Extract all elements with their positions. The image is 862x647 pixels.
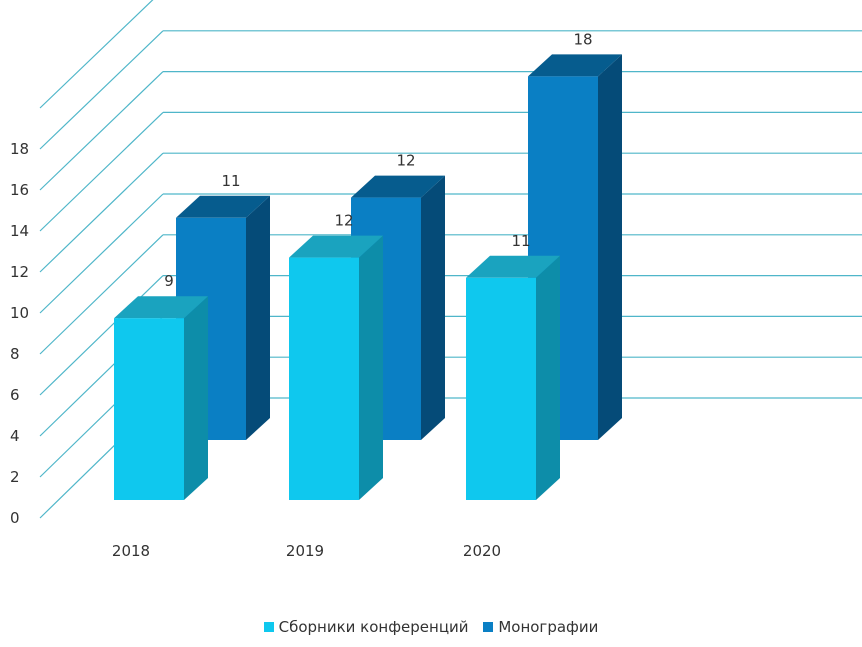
y-tick-label: 18 (10, 140, 29, 158)
y-tick-label: 14 (10, 222, 29, 240)
bar-front (289, 257, 359, 500)
gridline-diagonal (39, 30, 164, 150)
bar-side (536, 255, 560, 500)
data-label: 11 (511, 232, 530, 250)
gridline-diagonal (39, 111, 164, 232)
bar-сборники-конференций-2018 (114, 296, 208, 500)
data-label: 12 (334, 212, 353, 230)
y-tick-label: 10 (10, 304, 29, 322)
legend: Сборники конференций Монографии (0, 618, 862, 636)
data-label: 9 (164, 272, 174, 290)
gridline-diagonal (39, 275, 164, 396)
legend-swatch-monographs (483, 622, 494, 632)
bar-top (289, 235, 383, 258)
bar-side (246, 195, 270, 440)
bar-side (359, 235, 383, 500)
y-tick-label: 2 (10, 468, 20, 486)
bar-side (598, 54, 622, 441)
bar-top (466, 255, 560, 278)
y-tick-label: 8 (10, 345, 20, 363)
bars (114, 54, 622, 500)
legend-label-conferences: Сборники конференций (278, 618, 469, 636)
x-category-label: 2019 (286, 542, 324, 560)
bar-сборники-конференций-2020 (466, 255, 560, 500)
bar-top (528, 54, 622, 77)
bar-top (176, 195, 270, 218)
legend-item-conferences: Сборники конференций (263, 618, 469, 636)
bar-front (114, 318, 184, 500)
gridline-diagonal (39, 71, 164, 191)
x-category-label: 2020 (463, 542, 501, 560)
data-label: 12 (396, 152, 415, 170)
y-tick-label: 0 (10, 509, 20, 527)
bar-front (466, 277, 536, 500)
legend-label-monographs: Монографии (498, 618, 599, 636)
x-category-label: 2018 (112, 542, 150, 560)
y-tick-label: 6 (10, 386, 20, 404)
gridline-diagonal (39, 0, 154, 109)
bar-side (421, 175, 445, 440)
bar-side (184, 296, 208, 500)
x-axis-categories: 2018 2019 2020 (112, 542, 501, 560)
legend-item-monographs: Монографии (483, 618, 598, 636)
gridline-diagonal (39, 234, 164, 355)
y-tick-label: 12 (10, 263, 29, 281)
bar-сборники-конференций-2019 (289, 235, 383, 500)
legend-swatch-conferences (263, 622, 274, 632)
data-label: 18 (573, 30, 592, 48)
y-tick-label: 16 (10, 181, 29, 199)
gridline-diagonal (39, 152, 164, 273)
gridline-diagonal (39, 193, 164, 314)
y-tick-label: 4 (10, 427, 20, 445)
data-labels: 11 12 18 9 12 11 (164, 30, 592, 290)
data-label: 11 (221, 172, 240, 190)
y-axis-ticks: 0 2 4 6 8 10 12 14 16 18 (10, 140, 29, 527)
bar-top (114, 296, 208, 319)
bar-top (351, 175, 445, 198)
